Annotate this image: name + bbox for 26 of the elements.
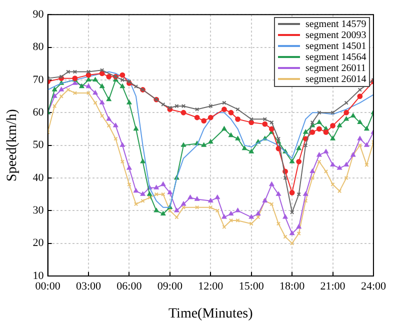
x-tick-label: 12:00 bbox=[198, 280, 224, 292]
x-tick-label: 18:00 bbox=[280, 280, 306, 292]
y-tick-label: 80 bbox=[32, 41, 44, 54]
x-tick-label: 09:00 bbox=[157, 280, 183, 292]
y-axis-title: Speed(km/h) bbox=[5, 108, 20, 182]
legend-label: segment 14579 bbox=[305, 18, 366, 30]
y-tick-label: 10 bbox=[32, 270, 44, 282]
x-tick-label: 24:00 bbox=[360, 280, 386, 292]
y-tick-label: 70 bbox=[32, 74, 44, 86]
y-tick-label: 30 bbox=[32, 204, 44, 217]
y-tick-label: 50 bbox=[32, 139, 44, 152]
legend-label: segment 14501 bbox=[305, 40, 366, 52]
y-tick-label: 60 bbox=[32, 106, 44, 119]
legend-label: segment 14564 bbox=[305, 52, 366, 63]
y-tick-label: 40 bbox=[32, 172, 44, 184]
x-tick-label: 03:00 bbox=[76, 280, 102, 292]
legend-label: segment 26011 bbox=[305, 62, 366, 74]
x-tick-label: 15:00 bbox=[238, 280, 264, 292]
x-tick-label: 00:00 bbox=[35, 280, 61, 292]
x-tick-label: 06:00 bbox=[116, 280, 142, 292]
y-tick-label: 90 bbox=[32, 8, 44, 20]
legend-label: segment 26014 bbox=[305, 74, 366, 85]
legend-label: segment 20093 bbox=[305, 30, 366, 41]
x-axis-title: Time(Minutes) bbox=[168, 306, 254, 322]
x-tick-label: 21:00 bbox=[320, 280, 346, 292]
y-tick-label: 20 bbox=[32, 237, 44, 250]
